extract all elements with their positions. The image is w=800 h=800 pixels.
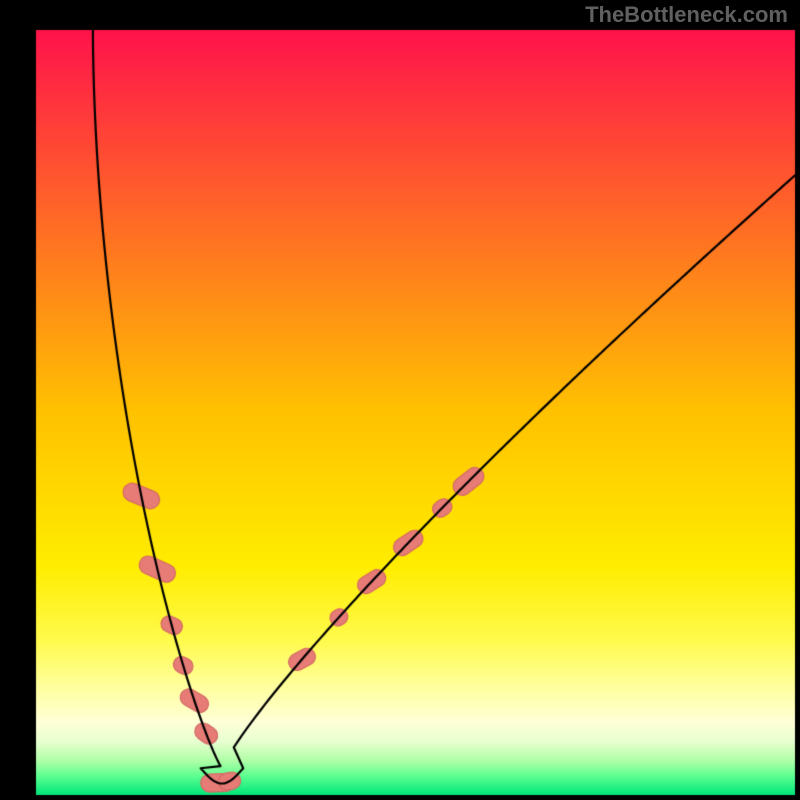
watermark-label: TheBottleneck.com — [585, 2, 788, 28]
chart-frame: TheBottleneck.com — [0, 0, 800, 800]
bottleneck-chart-canvas — [0, 0, 800, 800]
